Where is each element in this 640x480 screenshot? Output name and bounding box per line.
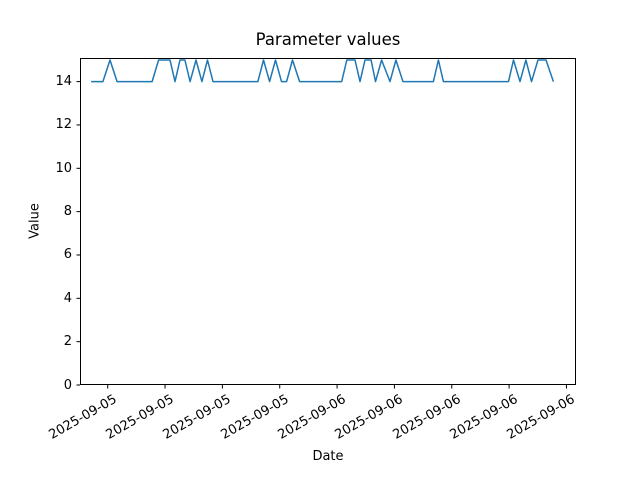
y-tick-label: 2 <box>63 334 72 350</box>
axes-box <box>80 58 576 385</box>
y-tick-label: 4 <box>63 290 72 306</box>
plot-area <box>76 58 576 389</box>
y-tick-marks <box>76 81 80 386</box>
y-tick-label: 6 <box>63 247 72 263</box>
chart-title: Parameter values <box>255 30 401 49</box>
y-axis-label: Value <box>27 203 43 239</box>
y-tick-label: 8 <box>63 204 72 220</box>
data-line <box>91 59 555 83</box>
y-tick-label: 14 <box>55 74 72 90</box>
x-axis-label: Date <box>312 449 344 464</box>
x-tick-marks <box>107 385 567 389</box>
y-tick-label: 10 <box>55 160 72 176</box>
y-tick-label: 12 <box>55 117 72 133</box>
y-tick-label: 0 <box>63 377 72 393</box>
